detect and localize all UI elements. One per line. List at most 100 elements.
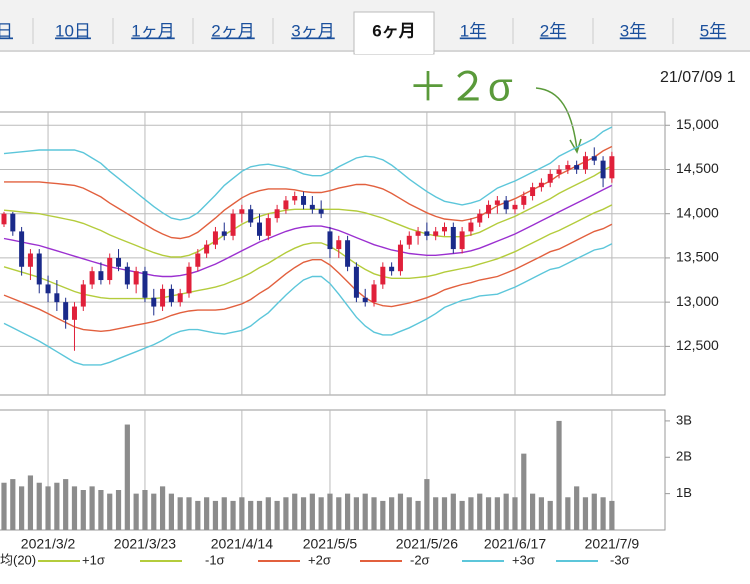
candle-body — [380, 266, 386, 285]
candle-body — [424, 231, 430, 236]
candle-body — [151, 297, 157, 307]
candle-body — [538, 182, 544, 188]
band-line — [4, 145, 613, 240]
candle-body — [494, 200, 500, 205]
candle-body — [45, 284, 51, 294]
volume-bar — [318, 497, 324, 530]
volume-bar — [406, 497, 412, 530]
candle-body — [186, 266, 192, 294]
candle-body — [248, 209, 254, 223]
volume-bar — [327, 493, 333, 530]
candle-body — [450, 226, 456, 250]
candle-body — [556, 169, 562, 174]
candle-body — [565, 165, 571, 170]
volume-bar — [204, 497, 210, 530]
candle-body — [212, 231, 218, 245]
tab[interactable]: 10日 — [55, 21, 91, 40]
legend-label: -2σ — [410, 552, 430, 567]
tab[interactable]: 3年 — [620, 21, 646, 40]
candle-body — [107, 257, 113, 281]
candle-body — [362, 297, 368, 303]
y-tick-label: 13,000 — [676, 293, 719, 309]
candle-body — [582, 156, 588, 170]
volume-bar — [265, 497, 271, 530]
candle-body — [160, 288, 166, 307]
candle-body — [239, 209, 245, 214]
tab-selected-box — [353, 11, 435, 55]
volume-bar — [159, 486, 166, 530]
tab[interactable]: 2年 — [540, 21, 566, 40]
volume-bar — [424, 479, 430, 530]
volume-bar — [344, 493, 351, 530]
volume-bar — [142, 490, 148, 530]
volume-bar — [441, 497, 448, 530]
tab-selected[interactable]: 6ヶ月 — [372, 21, 415, 40]
volume-bar — [503, 493, 509, 530]
candle-body — [36, 253, 42, 285]
candle-body — [274, 209, 280, 219]
volume-bar — [530, 493, 536, 530]
candle-body — [133, 271, 139, 285]
volume-bar — [565, 497, 571, 530]
candle-body — [80, 284, 86, 307]
candle-body — [415, 231, 421, 236]
legend-label: +3σ — [512, 552, 535, 567]
candle-body — [265, 218, 271, 236]
volume-bar — [380, 500, 386, 530]
volume-bar — [230, 500, 236, 530]
band-line — [3, 243, 613, 366]
volume-bar — [54, 482, 60, 530]
y-tick-label: 14,500 — [676, 160, 719, 176]
candle-body — [204, 244, 210, 254]
volume-bar — [450, 493, 456, 530]
candle-body — [283, 200, 289, 210]
candle-body — [503, 200, 509, 210]
band-line — [3, 204, 613, 300]
tab[interactable]: 5年 — [700, 21, 726, 40]
x-tick-label: 2021/5/26 — [396, 536, 458, 552]
volume-bar — [256, 500, 263, 530]
candle-body — [63, 302, 69, 320]
volume-bar — [10, 479, 16, 530]
tab[interactable]: 3ヶ月 — [291, 21, 334, 40]
tab[interactable]: 2ヶ月 — [211, 21, 254, 40]
candle-body — [512, 204, 518, 210]
tab[interactable]: 日 — [0, 21, 13, 40]
volume-bar — [468, 497, 474, 530]
volume-bar — [186, 497, 192, 530]
candle-body — [406, 235, 412, 245]
volume-bar — [248, 500, 254, 530]
volume-bar — [397, 493, 404, 530]
candle-body — [521, 196, 527, 205]
candle-body — [89, 271, 95, 285]
volume-bar — [283, 497, 289, 530]
volume-bar — [362, 493, 368, 530]
volume-bar — [556, 420, 562, 530]
candle-body — [486, 204, 492, 214]
legend-label: +2σ — [308, 552, 331, 567]
candle-body — [397, 244, 403, 272]
candle-body — [230, 213, 236, 236]
candle-body — [98, 271, 104, 281]
candle-body — [292, 196, 298, 201]
volume-bar — [300, 497, 307, 530]
x-tick-label: 2021/7/9 — [585, 536, 640, 552]
tab[interactable]: 1ヶ月 — [131, 21, 174, 40]
volume-bar — [98, 490, 104, 530]
tab[interactable]: 1年 — [460, 21, 486, 40]
candle-body — [433, 231, 439, 236]
candle-body — [19, 231, 25, 267]
volume-bar — [212, 500, 219, 530]
candle-body — [256, 222, 262, 236]
candle-body — [27, 253, 33, 267]
candle-body — [530, 187, 536, 197]
candle-body — [168, 288, 174, 303]
candle-body — [54, 293, 60, 303]
volume-bar — [371, 497, 377, 530]
volume-bar — [195, 500, 201, 530]
candle-body — [389, 266, 395, 272]
timestamp: 21/07/09 1 — [660, 69, 736, 86]
volume-bar — [221, 497, 227, 530]
